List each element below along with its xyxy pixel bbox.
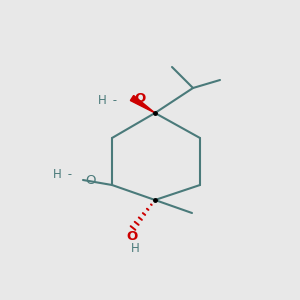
Text: H: H [53, 169, 62, 182]
Text: O: O [134, 92, 145, 104]
Text: O: O [126, 230, 138, 243]
Text: -: - [64, 169, 72, 182]
Polygon shape [130, 95, 155, 113]
Text: O: O [85, 175, 95, 188]
Text: H: H [98, 94, 107, 106]
Text: H: H [130, 242, 140, 255]
Text: -: - [109, 94, 117, 106]
